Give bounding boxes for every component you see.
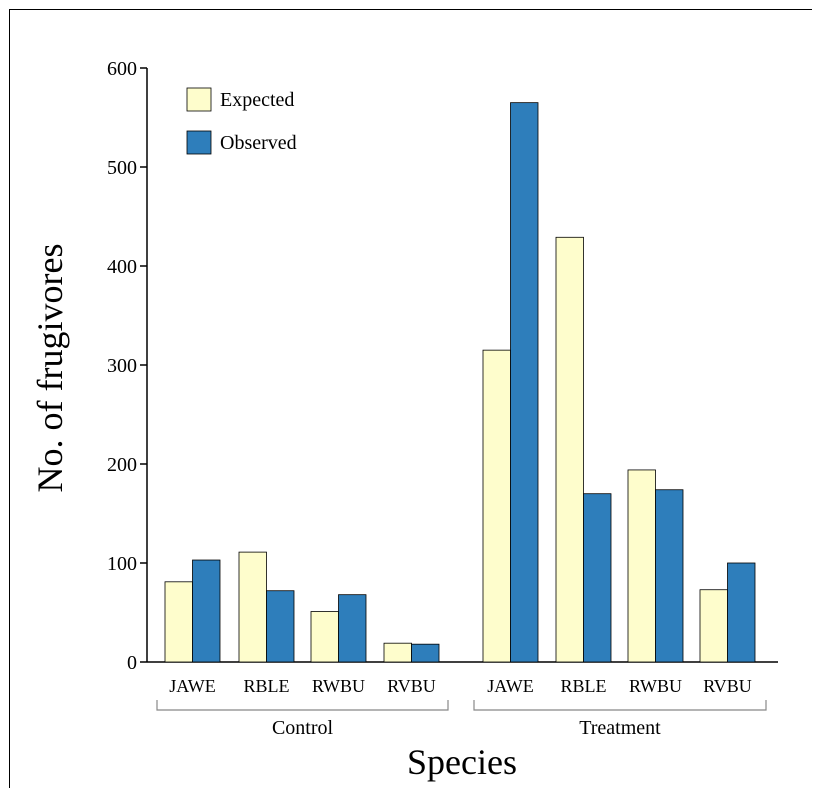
bar-observed <box>192 559 221 663</box>
legend-label-observed: Observed <box>220 132 297 154</box>
legend-swatch-observed <box>186 130 212 155</box>
bar-expected <box>482 349 511 663</box>
figure-frame <box>9 9 812 788</box>
x-tick-label: RBLE <box>243 676 289 696</box>
x-axis-label: Species <box>407 742 517 782</box>
x-tick-label: JAWE <box>487 676 534 696</box>
bar-expected <box>627 469 656 663</box>
legend-swatch-expected <box>186 87 212 112</box>
bar-observed <box>338 594 367 663</box>
y-tick-label: 600 <box>107 58 137 80</box>
y-tick-label: 100 <box>107 553 137 575</box>
bar-observed <box>727 562 756 663</box>
bar-observed <box>655 489 684 663</box>
y-tick-label: 200 <box>107 454 137 476</box>
x-tick-label: RBLE <box>560 676 606 696</box>
bar-observed <box>583 493 612 663</box>
bar-expected <box>238 551 267 663</box>
bar-observed <box>411 643 440 663</box>
group-bracket <box>156 700 449 711</box>
bar-expected <box>310 611 339 663</box>
legend-label-expected: Expected <box>220 89 294 111</box>
group-label: Control <box>272 717 334 739</box>
x-tick-label: RWBU <box>629 676 682 696</box>
x-tick-label: RVBU <box>703 676 752 696</box>
x-tick-label: JAWE <box>169 676 216 696</box>
bar-expected <box>164 581 193 663</box>
y-tick-label: 400 <box>107 256 137 278</box>
bar-expected <box>555 236 584 663</box>
bar-expected <box>383 642 412 663</box>
y-axis-label: No. of frugivores <box>30 244 70 493</box>
x-tick-label: RVBU <box>387 676 436 696</box>
x-tick-label: RWBU <box>312 676 365 696</box>
bar-observed <box>266 590 295 663</box>
y-tick-label: 300 <box>107 355 137 377</box>
bar-observed <box>510 102 539 663</box>
group-bracket <box>473 700 767 711</box>
y-tick-label: 0 <box>127 652 137 674</box>
bar-expected <box>699 589 728 663</box>
y-tick-label: 500 <box>107 157 137 179</box>
group-label: Treatment <box>579 717 661 739</box>
